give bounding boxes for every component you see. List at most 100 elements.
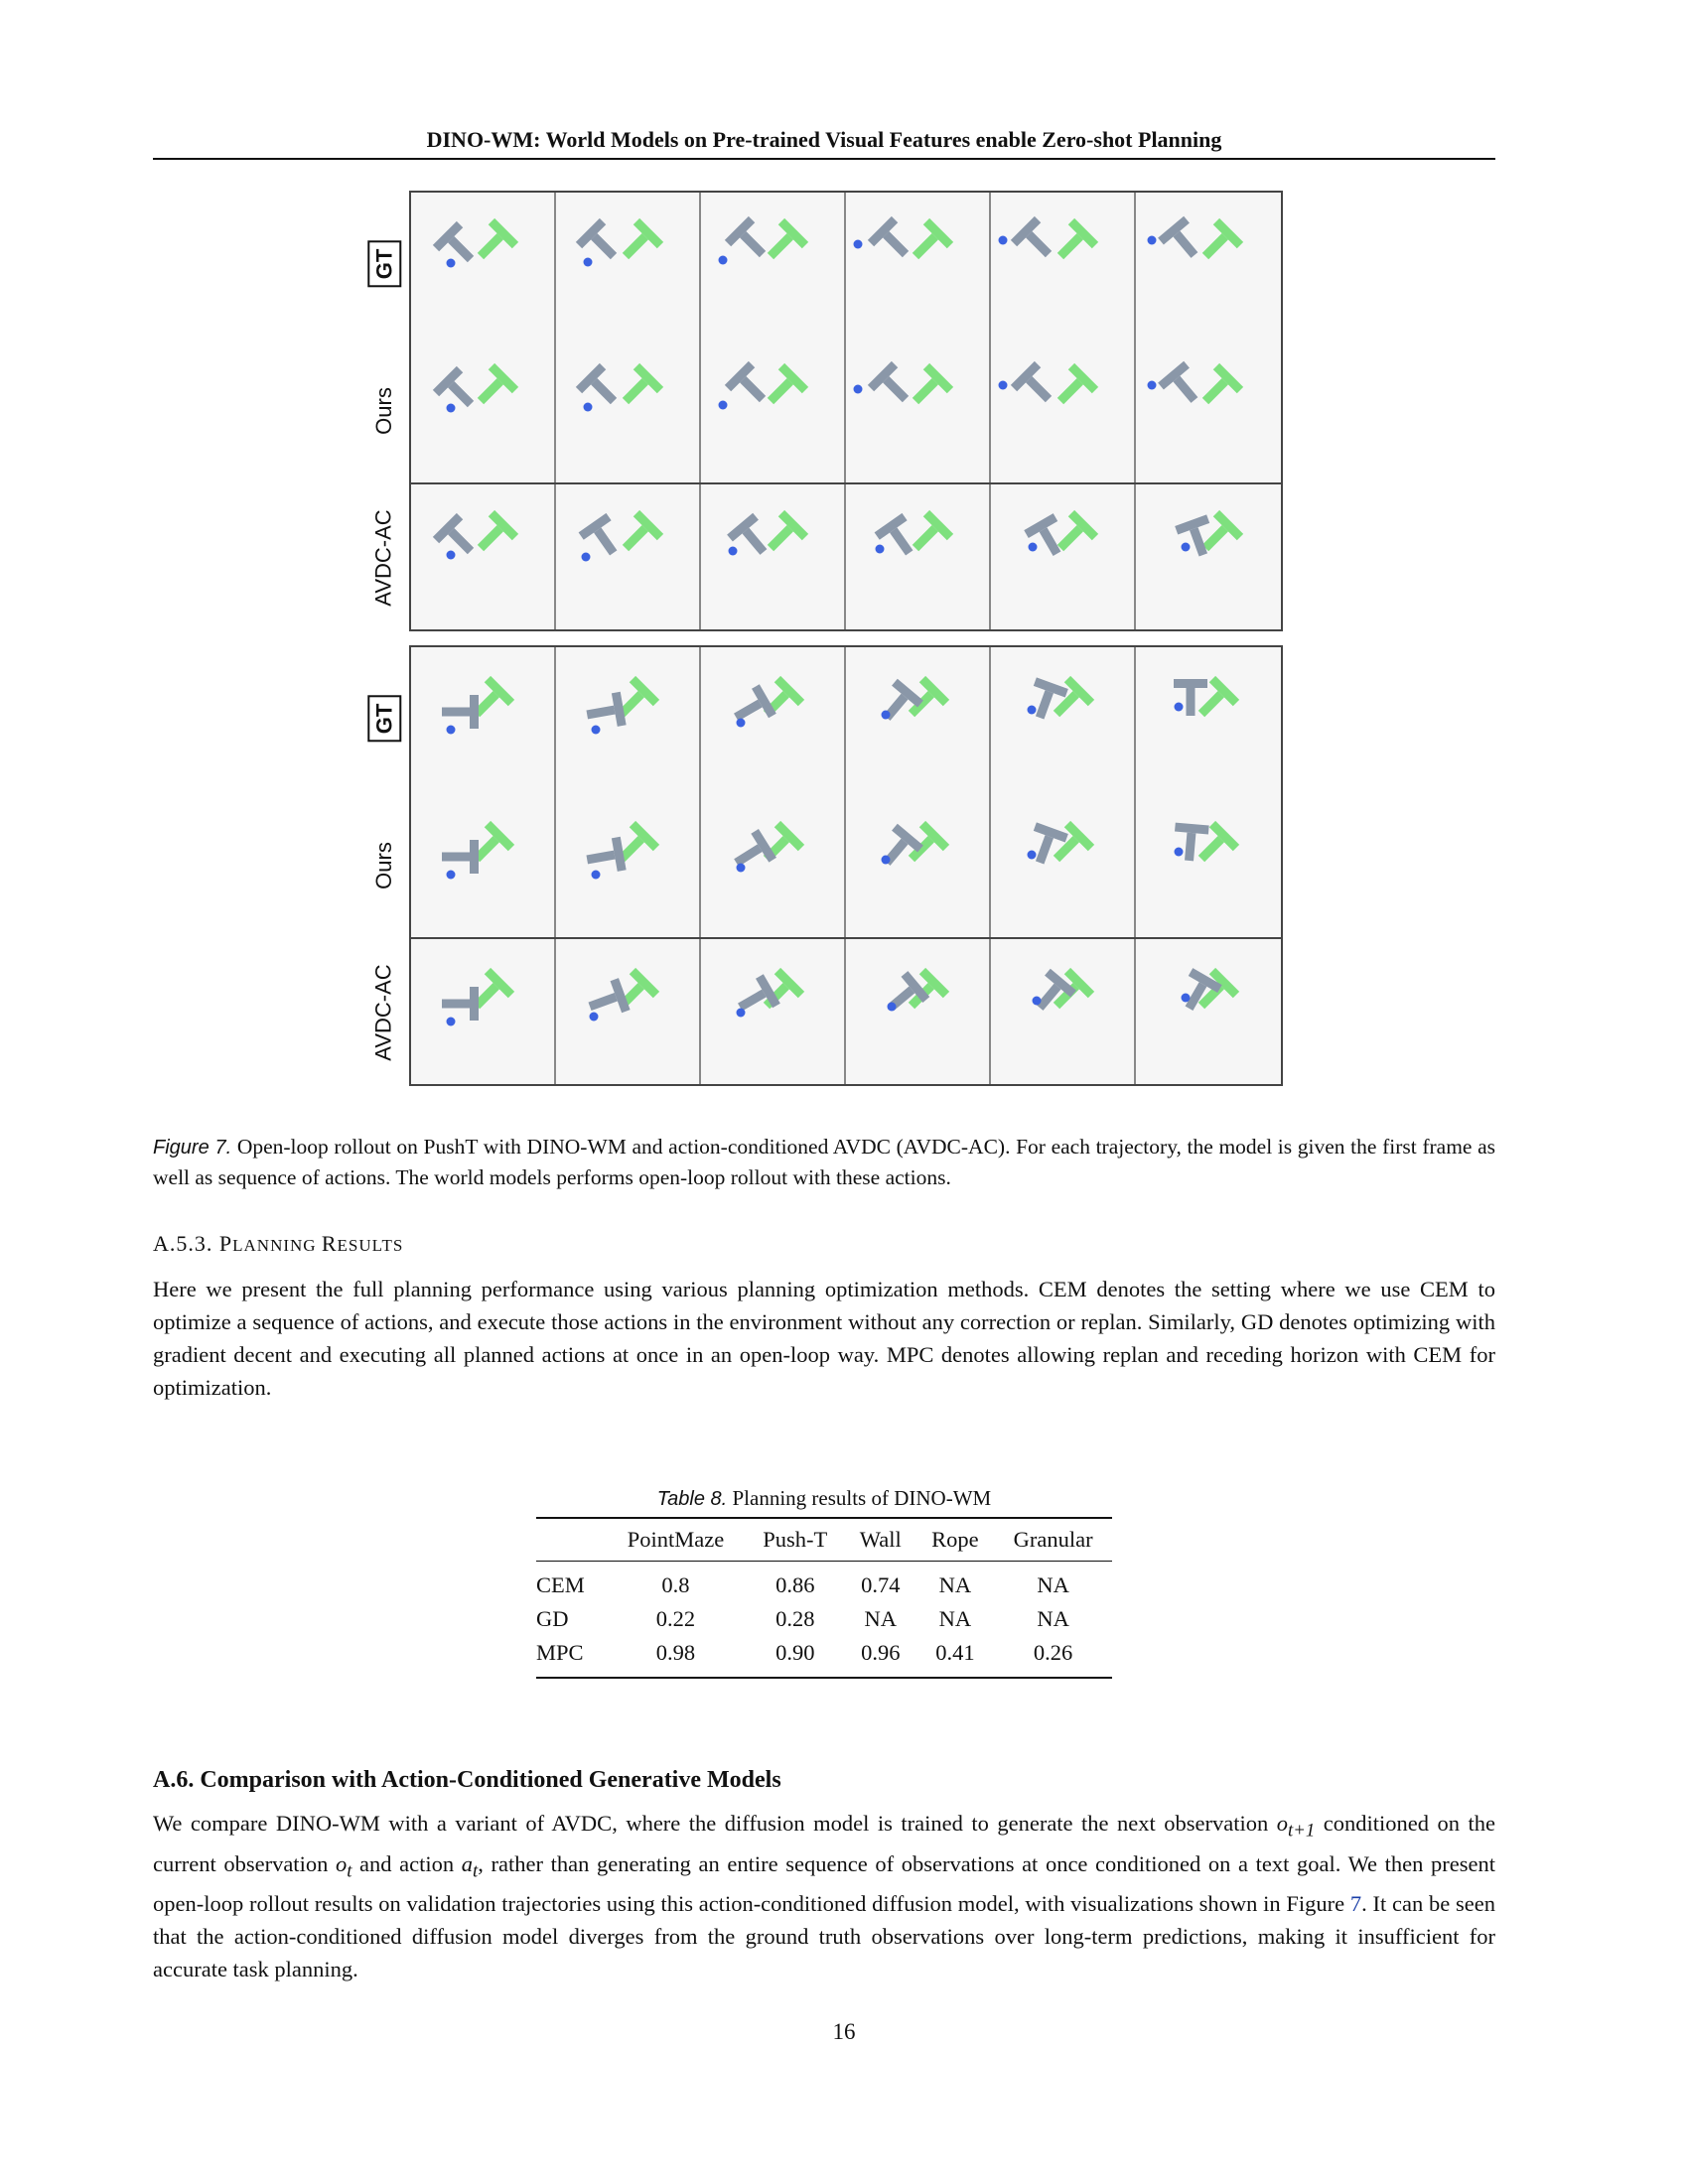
rollout-figure: GT Ours AVDC-AC GT Ours AVDC-AC <box>359 191 1293 1100</box>
table-cell: NA <box>864 1606 898 1631</box>
pusht-frame <box>1147 360 1244 405</box>
t-block <box>724 360 767 403</box>
table-cell: NA <box>938 1606 972 1631</box>
frame-cell <box>556 338 701 482</box>
goal-t-shape <box>618 820 660 863</box>
table-cell: 0.26 <box>1033 1640 1073 1665</box>
goal-t-shape <box>1056 217 1099 260</box>
pusht-frame <box>718 360 809 410</box>
pusht-frame <box>578 509 664 562</box>
pusht-frame <box>575 217 664 267</box>
agent-dot <box>591 725 601 735</box>
subsection-heading: A.5.3. PLANNING RESULTS <box>153 1231 403 1257</box>
frame-cell <box>846 792 991 937</box>
planning-paragraph: Here we present the full planning perfor… <box>153 1277 1495 1400</box>
pusht-frame <box>1174 820 1240 863</box>
row-label-avdc-ac: AVDC-AC <box>371 509 397 607</box>
frame-cell <box>991 484 1136 629</box>
row-label-ours: Ours <box>371 387 396 435</box>
agent-dot <box>589 1012 599 1022</box>
agent-dot <box>1181 993 1191 1003</box>
goal-t-shape <box>477 509 519 552</box>
agent-dot <box>446 870 456 880</box>
row-label-ours: Ours <box>371 842 396 889</box>
pusht-frame <box>881 820 950 866</box>
agent-dot <box>1028 542 1038 552</box>
t-block <box>1010 215 1053 258</box>
pusht-frame <box>853 360 954 405</box>
row-label: AVDC-AC <box>359 939 409 1086</box>
row-label: Ours <box>359 792 409 939</box>
table-cell: 0.8 <box>661 1572 690 1597</box>
frame-strip <box>409 645 1283 792</box>
agent-dot <box>1032 996 1042 1006</box>
goal-t-shape <box>1201 362 1244 405</box>
pusht-frame <box>1175 509 1244 557</box>
table-caption-label: Table 8. <box>656 1488 728 1510</box>
paragraph-text: . It can be seen that the action-conditi… <box>153 1891 1495 1981</box>
figure-reference-link[interactable]: 7 <box>1349 1891 1362 1916</box>
t-block <box>727 512 768 555</box>
table-cell: CEM <box>536 1572 585 1597</box>
goal-t-shape <box>1053 820 1095 863</box>
pusht-frame <box>586 675 660 735</box>
agent-dot <box>1027 705 1037 715</box>
t-block <box>432 512 475 555</box>
row-label-gt: GT <box>367 695 401 743</box>
goal-t-shape <box>473 675 515 718</box>
frame-cell <box>556 484 701 629</box>
pusht-frame <box>432 217 519 268</box>
table-cell: 0.74 <box>861 1572 901 1597</box>
goal-t-shape <box>1056 362 1099 405</box>
running-header: DINO-WM: World Models on Pre-trained Vis… <box>153 127 1495 160</box>
goal-t-shape <box>473 967 515 1010</box>
goal-t-shape <box>767 217 809 260</box>
pusht-frame <box>442 967 515 1026</box>
agent-dot <box>853 239 863 249</box>
figure-caption-text: Open-loop rollout on PushT with DINO-WM … <box>153 1135 1495 1189</box>
frame-cell <box>701 647 846 792</box>
agent-dot <box>583 257 593 267</box>
goal-t-shape <box>912 362 954 405</box>
goal-t-shape <box>618 675 660 718</box>
table-row: MPC 0.98 0.90 0.96 0.41 0.26 <box>536 1636 1112 1678</box>
pusht-frame <box>874 509 954 556</box>
frame-cell <box>556 939 701 1084</box>
t-block <box>867 215 910 258</box>
agent-dot <box>736 863 746 873</box>
math-subscript: t <box>347 1860 352 1881</box>
trajectory-block-1: GT Ours AVDC-AC <box>359 191 1293 631</box>
frame-cell <box>556 647 701 792</box>
agent-dot <box>998 380 1008 390</box>
page-number: 16 <box>832 2019 856 2044</box>
subsection-title-part: LANNING <box>232 1236 322 1255</box>
pusht-frame <box>887 967 950 1012</box>
frame-cell <box>846 484 991 629</box>
goal-t-shape <box>473 820 515 863</box>
table-cell: 0.96 <box>861 1640 901 1665</box>
agent-dot <box>881 710 891 720</box>
table-cell: 0.98 <box>655 1640 696 1665</box>
figure-row: AVDC-AC <box>359 484 1293 631</box>
goal-t-shape <box>1201 217 1244 260</box>
t-block <box>1033 822 1068 865</box>
t-block <box>1024 513 1061 556</box>
t-block <box>874 512 914 556</box>
t-block <box>442 695 479 729</box>
goal-t-shape <box>767 362 809 405</box>
results-table: PointMaze Push-T Wall Rope Granular CEM … <box>536 1517 1112 1679</box>
frame-cell <box>701 338 846 482</box>
agent-dot <box>446 725 456 735</box>
figure-row: Ours <box>359 338 1293 484</box>
pusht-frame <box>1174 675 1240 718</box>
goal-t-shape <box>908 820 950 863</box>
frame-cell <box>991 193 1136 338</box>
t-block <box>575 362 618 405</box>
pusht-frame <box>432 362 519 413</box>
paragraph-text: conditioned on the current observation <box>153 1811 1495 1876</box>
goal-t-shape <box>622 509 664 552</box>
pusht-frame <box>853 215 954 260</box>
agent-dot <box>591 870 601 880</box>
frame-cell <box>411 484 556 629</box>
agent-dot <box>736 718 746 728</box>
